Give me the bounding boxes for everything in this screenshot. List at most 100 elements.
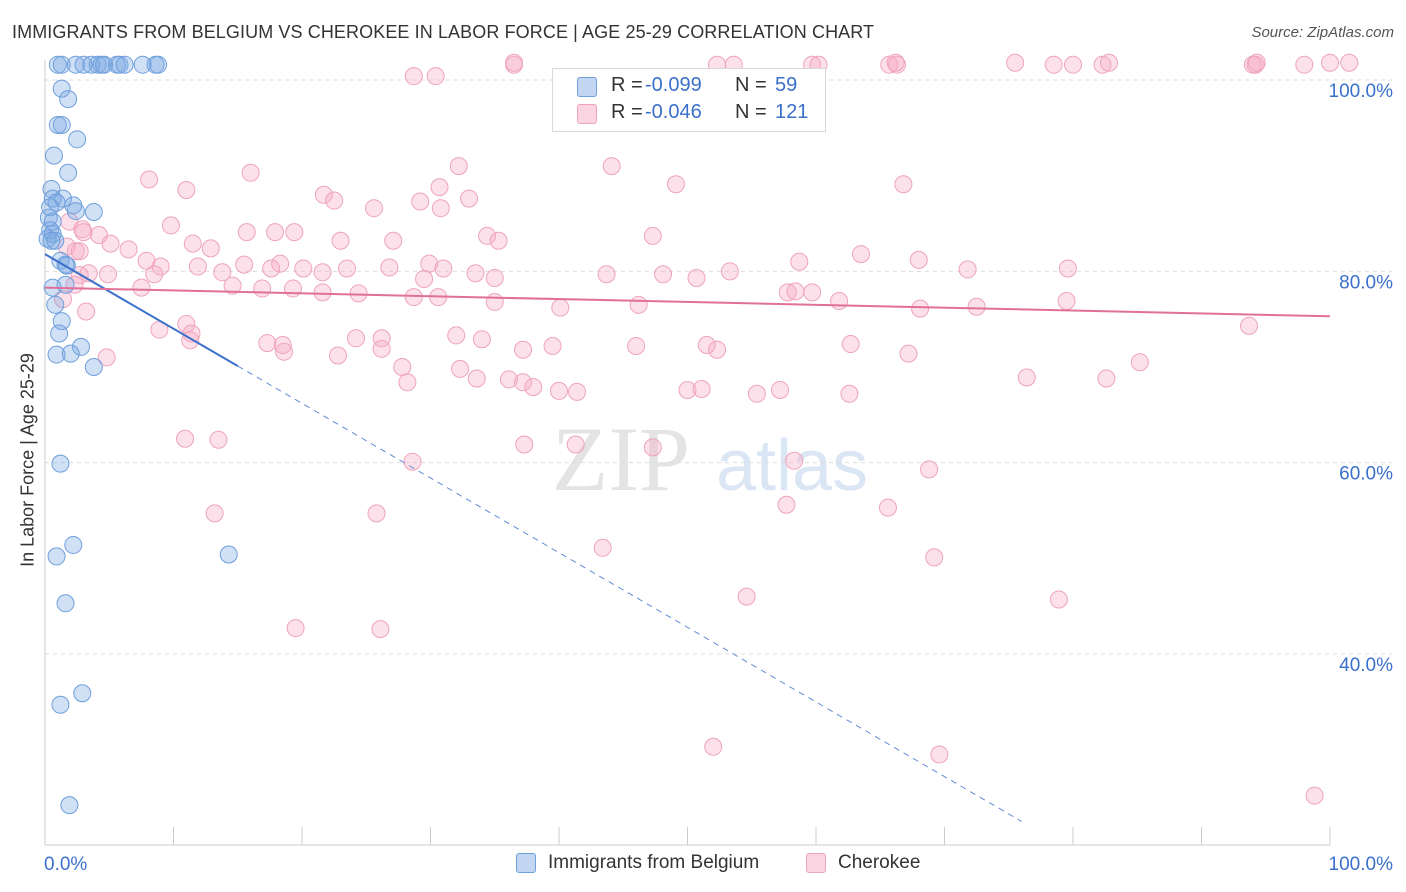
y-tick-label: 100.0%: [1329, 81, 1394, 102]
cherokee-point: [266, 223, 285, 242]
belgium-point: [149, 55, 168, 74]
y-tick-label: 40.0%: [1339, 655, 1393, 676]
r-label: R =: [611, 74, 643, 96]
belgium-point: [74, 55, 93, 74]
belgium-point: [60, 796, 79, 815]
cherokee-point: [411, 192, 430, 211]
cherokee-point: [841, 335, 860, 354]
cherokee-point: [97, 348, 116, 367]
cherokee-point: [593, 538, 612, 557]
belgium-point: [57, 256, 76, 275]
cherokee-point: [349, 284, 368, 303]
belgium-point: [52, 55, 71, 74]
series-legend: Immigrants from Belgium Cherokee: [0, 850, 1406, 878]
cherokee-point: [223, 276, 242, 295]
cherokee-point: [466, 264, 485, 283]
stats-legend: R = -0.099 N = 59 R = -0.046 N = 121: [552, 68, 826, 132]
cherokee-point: [1044, 55, 1063, 74]
cherokee-point: [467, 369, 486, 388]
cherokee-point: [1097, 369, 1116, 388]
cherokee-point: [460, 189, 479, 208]
cherokee-point: [499, 370, 518, 389]
watermark-atlas: atlas: [716, 426, 868, 506]
legend-label-belgium: Immigrants from Belgium: [548, 852, 760, 873]
cherokee-point: [524, 378, 543, 397]
cherokee-point: [346, 329, 365, 348]
cherokee-point: [380, 258, 399, 277]
cherokee-point: [747, 384, 766, 403]
cherokee-point: [434, 259, 453, 278]
belgium-point: [52, 79, 71, 98]
belgium-point: [66, 55, 85, 74]
belgium-point: [47, 345, 66, 364]
belgium-point: [95, 55, 114, 74]
n-value-cherokee: 121: [775, 101, 809, 123]
cherokee-point: [489, 231, 508, 250]
cherokee-point: [364, 199, 383, 218]
cherokee-point: [514, 373, 533, 392]
n-label: N =: [735, 101, 767, 123]
cherokee-point: [66, 242, 85, 261]
x-tick-label: 0.0%: [44, 854, 87, 875]
watermark-zip: ZIP: [552, 408, 690, 510]
cherokee-point: [426, 67, 445, 86]
cherokee-point: [430, 178, 449, 197]
cherokee-point: [101, 234, 120, 253]
cherokee-point: [543, 336, 562, 355]
cherokee-point: [119, 240, 138, 259]
cherokee-point: [643, 226, 662, 245]
cherokee-point: [213, 263, 232, 282]
belgium-point: [44, 146, 63, 165]
cherokee-point: [899, 344, 918, 363]
cherokee-point: [371, 620, 390, 639]
chart-title: IMMIGRANTS FROM BELGIUM VS CHEROKEE IN L…: [12, 22, 875, 42]
cherokee-point: [737, 587, 756, 606]
cherokee-point: [98, 265, 117, 284]
cherokee-point: [602, 157, 621, 176]
belgium-point: [56, 594, 75, 613]
cherokee-point: [643, 438, 662, 457]
cherokee-point: [1130, 353, 1149, 372]
cherokee-point: [1305, 786, 1324, 805]
belgium-point: [115, 55, 134, 74]
source-credit: Source: ZipAtlas.com: [1251, 24, 1394, 41]
cherokee-point: [313, 263, 332, 282]
cherokee-point: [851, 245, 870, 264]
cherokee-point: [325, 191, 344, 210]
cherokee-point: [237, 223, 256, 242]
cherokee-point: [404, 288, 423, 307]
belgium-point: [66, 202, 85, 221]
cherokee-point: [515, 435, 534, 454]
cherokee-point: [790, 252, 809, 271]
r-value-cherokee: -0.046: [645, 101, 702, 123]
cherokee-point: [151, 257, 170, 276]
axes: [44, 60, 1331, 846]
n-value-belgium: 59: [775, 74, 798, 96]
belgium-point: [48, 55, 67, 74]
belgium-point: [68, 130, 87, 149]
cherokee-point: [958, 260, 977, 279]
belgium-point: [84, 203, 103, 222]
belgium-point: [51, 695, 70, 714]
cherokee-point: [550, 381, 568, 400]
cherokee-point: [1057, 291, 1076, 310]
cherokee-point: [1006, 53, 1025, 72]
cherokee-point: [472, 330, 491, 349]
cherokee-point: [177, 181, 196, 200]
cherokee-point: [209, 430, 228, 449]
cherokee-point: [188, 257, 207, 276]
cherokee-point: [1017, 368, 1036, 387]
cherokee-point: [161, 216, 180, 235]
x-tick-label: 100.0%: [1329, 854, 1394, 875]
cherokee-point: [313, 283, 332, 302]
cherokee-point: [294, 259, 313, 278]
cherokee-point: [328, 346, 347, 365]
cherokee-point: [447, 326, 466, 345]
cherokee-point: [393, 358, 412, 376]
cherokee-point: [478, 226, 497, 245]
cherokee-point: [894, 175, 913, 194]
cherokee-point: [878, 498, 897, 517]
belgium-trend-line: [44, 253, 239, 367]
cherokee-point: [505, 53, 524, 72]
cherokee-point: [1321, 53, 1339, 72]
